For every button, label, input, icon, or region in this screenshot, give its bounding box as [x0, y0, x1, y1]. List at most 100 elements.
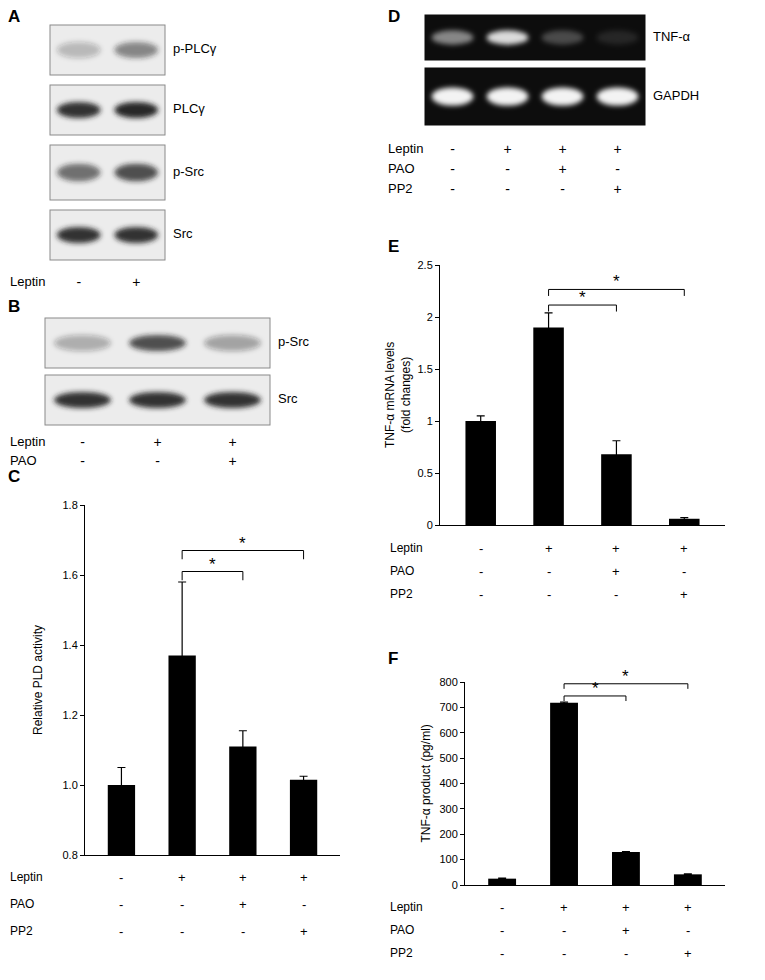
svg-text:Relative PLD activity: Relative PLD activity — [31, 625, 45, 735]
svg-text:+: + — [132, 274, 140, 290]
svg-text:-: - — [450, 141, 455, 157]
svg-text:*: * — [579, 288, 586, 307]
svg-text:-: - — [180, 897, 184, 912]
svg-text:+: + — [612, 541, 620, 556]
svg-text:+: + — [622, 900, 630, 915]
svg-text:-: - — [479, 564, 483, 579]
svg-text:-: - — [562, 923, 566, 938]
svg-text:+: + — [300, 924, 308, 939]
svg-text:1.5: 1.5 — [418, 363, 433, 375]
svg-text:0: 0 — [427, 519, 433, 531]
svg-text:-: - — [155, 453, 160, 469]
svg-text:+: + — [239, 870, 247, 885]
svg-text:+: + — [545, 541, 553, 556]
svg-text:-: - — [686, 923, 690, 938]
svg-text:1.0: 1.0 — [63, 779, 78, 791]
svg-text:-: - — [76, 274, 81, 290]
svg-text:p-Src: p-Src — [278, 334, 310, 349]
svg-text:0.5: 0.5 — [418, 467, 433, 479]
svg-text:-: - — [119, 924, 123, 939]
svg-text:PP2: PP2 — [390, 587, 413, 601]
svg-text:A: A — [8, 7, 20, 26]
svg-text:-: - — [479, 587, 483, 602]
svg-text:500: 500 — [439, 752, 457, 764]
svg-text:1.4: 1.4 — [63, 639, 78, 651]
svg-text:700: 700 — [439, 701, 457, 713]
svg-text:PAO: PAO — [390, 923, 414, 937]
svg-text:PAO: PAO — [390, 564, 414, 578]
svg-text:0.8: 0.8 — [63, 849, 78, 861]
svg-text:+: + — [153, 434, 161, 450]
svg-text:2: 2 — [427, 311, 433, 323]
svg-text:-: - — [562, 946, 566, 961]
svg-text:-: - — [560, 181, 565, 197]
svg-text:F: F — [388, 649, 398, 668]
svg-text:200: 200 — [439, 828, 457, 840]
svg-text:PLCγ: PLCγ — [173, 101, 205, 116]
svg-text:+: + — [558, 161, 566, 177]
svg-text:*: * — [622, 667, 629, 686]
svg-text:*: * — [592, 679, 599, 698]
svg-text:-: - — [450, 161, 455, 177]
svg-text:-: - — [119, 897, 123, 912]
svg-text:+: + — [622, 923, 630, 938]
svg-text:p-PLCγ: p-PLCγ — [173, 41, 217, 56]
svg-text:-: - — [119, 870, 123, 885]
svg-text:TNF-α: TNF-α — [653, 29, 691, 44]
svg-text:+: + — [228, 434, 236, 450]
svg-text:*: * — [613, 272, 620, 291]
svg-text:-: - — [302, 897, 306, 912]
svg-text:+: + — [612, 564, 620, 579]
svg-text:+: + — [680, 541, 688, 556]
svg-text:D: D — [388, 7, 400, 26]
svg-text:Leptin: Leptin — [388, 141, 423, 156]
svg-text:C: C — [8, 467, 20, 486]
svg-text:Leptin: Leptin — [10, 434, 45, 449]
svg-text:+: + — [228, 453, 236, 469]
svg-text:Leptin: Leptin — [10, 274, 45, 289]
svg-text:+: + — [684, 900, 692, 915]
svg-text:TNF-α mRNA levels(fold changes: TNF-α mRNA levels(fold changes) — [383, 342, 413, 448]
svg-text:-: - — [500, 923, 504, 938]
svg-text:B: B — [8, 297, 20, 316]
svg-text:Leptin: Leptin — [10, 870, 43, 884]
svg-text:-: - — [80, 453, 85, 469]
svg-text:400: 400 — [439, 777, 457, 789]
svg-text:E: E — [388, 237, 399, 256]
svg-text:2.5: 2.5 — [418, 259, 433, 271]
svg-text:+: + — [613, 181, 621, 197]
svg-text:-: - — [614, 587, 618, 602]
svg-text:PP2: PP2 — [388, 181, 413, 196]
svg-text:Leptin: Leptin — [390, 900, 423, 914]
svg-text:*: * — [239, 534, 246, 553]
svg-text:-: - — [450, 181, 455, 197]
svg-text:1.8: 1.8 — [63, 499, 78, 511]
svg-text:-: - — [505, 181, 510, 197]
svg-text:Leptin: Leptin — [390, 541, 423, 555]
svg-text:-: - — [547, 587, 551, 602]
svg-text:-: - — [682, 564, 686, 579]
svg-text:-: - — [241, 924, 245, 939]
svg-text:-: - — [624, 946, 628, 961]
svg-text:PP2: PP2 — [390, 946, 413, 960]
svg-text:+: + — [239, 897, 247, 912]
svg-text:p-Src: p-Src — [173, 164, 205, 179]
svg-text:-: - — [615, 161, 620, 177]
svg-text:+: + — [178, 870, 186, 885]
svg-text:Src: Src — [173, 226, 193, 241]
svg-text:PAO: PAO — [10, 453, 37, 468]
svg-text:+: + — [503, 141, 511, 157]
svg-text:+: + — [558, 141, 566, 157]
svg-text:-: - — [479, 541, 483, 556]
svg-text:1.6: 1.6 — [63, 569, 78, 581]
svg-text:PAO: PAO — [388, 161, 415, 176]
svg-text:+: + — [684, 946, 692, 961]
svg-text:-: - — [80, 434, 85, 450]
svg-text:+: + — [613, 141, 621, 157]
svg-text:300: 300 — [439, 803, 457, 815]
svg-text:100: 100 — [439, 853, 457, 865]
svg-text:-: - — [500, 946, 504, 961]
svg-text:1.2: 1.2 — [63, 709, 78, 721]
svg-text:1: 1 — [427, 415, 433, 427]
svg-text:PAO: PAO — [10, 897, 34, 911]
